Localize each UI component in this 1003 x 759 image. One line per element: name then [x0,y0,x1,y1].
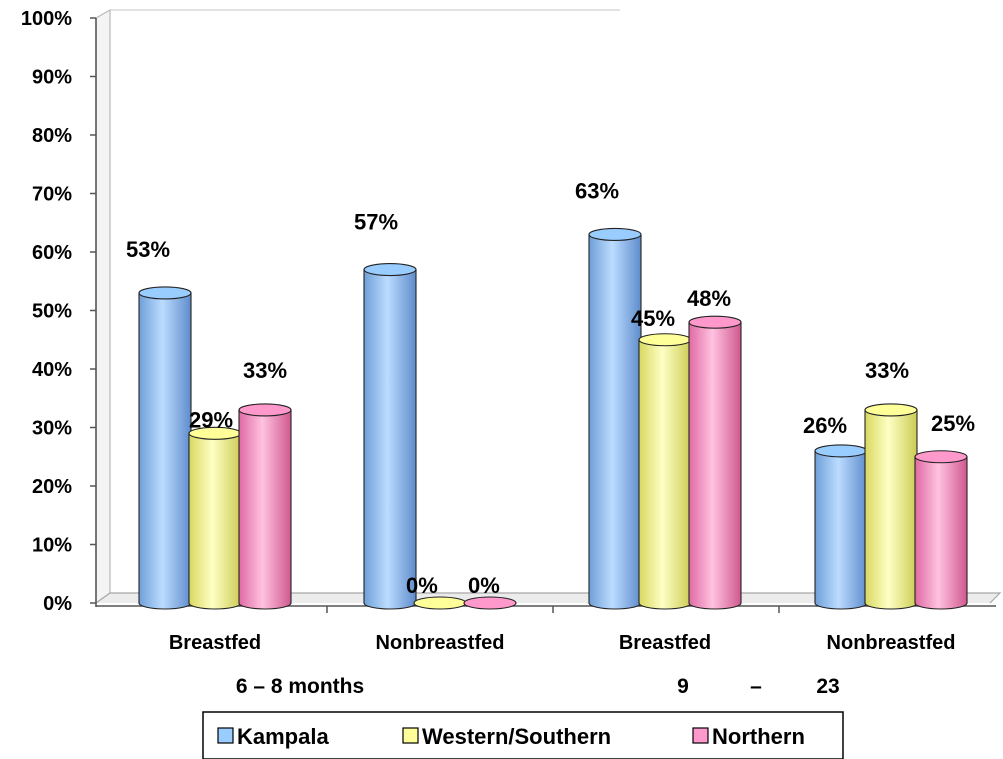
legend-label: Kampala [237,724,329,749]
bar-body [688,321,742,610]
data-label: 57% [354,210,398,235]
floor [95,592,1002,604]
category-groups: 6 – 8 months 9 – 23 [236,675,840,698]
bar-top [914,450,968,464]
bar [688,315,742,610]
y-tick-label: 70% [32,184,72,206]
y-tick-label: 50% [32,301,72,323]
bar-top [638,333,692,347]
bar-top [864,403,918,417]
bar-body [638,339,692,610]
side-wall [95,8,111,604]
data-label: 33% [865,358,909,383]
x-tick-label: Breastfed [169,632,261,654]
bar-top [238,403,292,417]
data-label: 26% [803,413,847,438]
legend-swatch [402,727,419,744]
y-tick-label: 90% [32,67,72,89]
bar-body [588,233,642,610]
legend-label: Northern [712,724,805,749]
bars [138,227,968,610]
data-label: 25% [931,411,975,436]
bar-body [238,409,292,610]
data-label: 48% [687,286,731,311]
y-tick-label: 80% [32,125,72,147]
data-labels: 53% 57% 63% 26% 29% 0% 45% 33% 33% 0% 48% 25% [126,178,975,598]
bar-top [463,596,517,610]
x-tick-label: Nonbreastfed [376,632,505,654]
category-group-label-part: – [750,675,762,698]
x-tick-label: Breastfed [619,632,711,654]
bar-body [914,456,968,610]
data-label: 29% [189,407,233,432]
category-group-label-part: 23 [816,675,839,698]
data-label: 63% [575,178,619,203]
x-axis: Breastfed Nonbreastfed Breastfed Nonbreastf… [169,606,956,654]
bar-top [413,596,467,610]
bar-top [363,262,417,277]
y-tick-label: 40% [32,359,72,381]
data-label: 0% [468,573,500,598]
y-axis: 0% 10% 20% 30% 40% 50% 60% 70% 80% 90% 100% [21,8,96,615]
bar [864,403,918,610]
bar-top [138,286,192,300]
data-label: 45% [631,306,675,331]
bar [363,262,417,610]
legend: Kampala Western/Southern Northern [202,711,844,759]
legend-swatch [692,727,709,744]
bar [914,450,968,610]
legend-swatch [217,727,234,744]
legend-label: Western/Southern [422,724,611,749]
bar-body [188,432,242,610]
bar-top [588,227,642,241]
bar-body [138,292,192,610]
bar [138,286,192,610]
legend-box [202,711,844,759]
y-tick-label: 60% [32,242,72,264]
category-group-label-part: 9 [677,675,689,698]
plot-frame [95,8,1002,607]
y-tick-label: 0% [43,593,72,615]
bar [238,403,292,610]
bar-top [688,315,742,329]
y-tick-label: 100% [21,8,72,30]
bar-body [864,409,918,610]
bar [188,426,242,610]
bar [413,596,467,610]
bar [463,596,517,610]
bar-body [814,450,868,610]
data-label: 33% [243,358,287,383]
y-tick-label: 10% [32,535,72,557]
bar-body [363,269,417,610]
y-tick-label: 20% [32,476,72,498]
data-label: 0% [406,573,438,598]
data-label: 53% [126,237,170,262]
x-tick-label: Nonbreastfed [827,632,956,654]
bar [814,444,868,610]
category-group-label: 6 – 8 months [236,675,364,698]
y-tick-label: 30% [32,418,72,440]
bar [588,227,642,610]
bar-top [814,444,868,458]
bar [638,333,692,610]
